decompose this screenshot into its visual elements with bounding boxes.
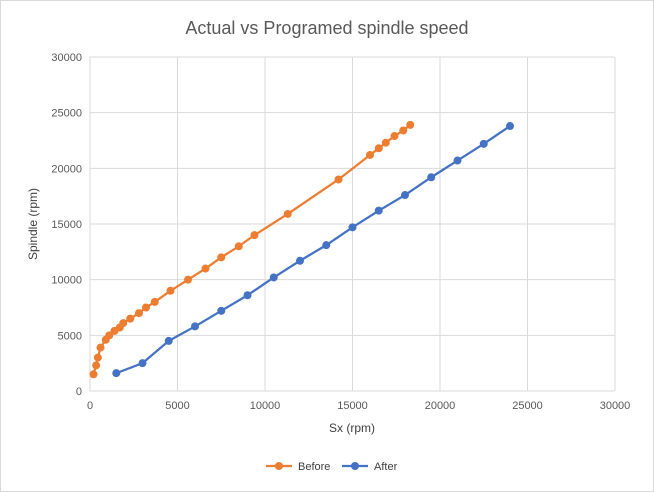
y-tick-label: 30000 — [51, 52, 82, 64]
y-tick-label: 5000 — [58, 330, 82, 342]
data-point-after — [374, 206, 383, 215]
data-point-after — [296, 256, 304, 265]
data-point-after — [453, 156, 462, 165]
data-point-before — [374, 144, 383, 153]
data-point-before — [96, 343, 105, 352]
data-point-after — [217, 306, 226, 315]
data-point-before — [135, 309, 143, 318]
data-point-before — [406, 120, 415, 129]
data-point-before — [390, 132, 399, 141]
data-point-before — [334, 175, 343, 184]
x-tick-label: 15000 — [337, 400, 368, 412]
y-tick-label: 20000 — [51, 163, 82, 175]
x-tick-label: 30000 — [600, 400, 631, 412]
data-point-after — [348, 223, 357, 232]
data-point-before — [381, 138, 390, 147]
x-tick-label: 0 — [87, 400, 93, 412]
data-point-before — [184, 275, 192, 284]
data-point-before — [93, 353, 102, 362]
data-point-after — [427, 173, 436, 182]
x-tick-label: 10000 — [250, 400, 281, 412]
x-tick-label: 20000 — [425, 400, 456, 412]
data-point-before — [142, 303, 150, 312]
legend-label-after: After — [374, 461, 398, 473]
x-axis: 0 5000 10000 15000 20000 25000 30000 — [87, 400, 630, 412]
data-point-after — [322, 241, 331, 250]
data-point-after — [191, 322, 199, 331]
data-point-after — [164, 336, 173, 345]
data-point-before — [119, 319, 128, 328]
y-axis: 0 5000 10000 15000 20000 25000 30000 — [51, 52, 82, 398]
series-line-after — [115, 125, 511, 375]
x-tick-label: 5000 — [165, 400, 189, 412]
data-point-after — [479, 139, 488, 148]
data-point-after — [112, 369, 121, 378]
y-tick-label: 15000 — [51, 219, 82, 231]
data-point-after — [138, 359, 147, 368]
data-point-before — [201, 264, 210, 273]
data-point-before — [366, 150, 374, 159]
data-point-before — [166, 286, 175, 295]
chart-title: Actual vs Programed spindle speed — [185, 18, 468, 38]
y-axis-title: Spindle (rpm) — [26, 188, 40, 260]
data-point-after — [401, 191, 409, 200]
plot-series — [89, 120, 514, 379]
legend-marker-after — [351, 462, 359, 470]
data-point-after — [506, 122, 514, 131]
data-point-before — [89, 370, 98, 379]
data-point-before — [399, 126, 408, 135]
legend: Before After — [266, 461, 398, 473]
data-point-before — [105, 331, 114, 340]
y-tick-label: 10000 — [51, 275, 82, 287]
x-axis-title: Sx (rpm) — [329, 421, 375, 435]
data-point-before — [234, 242, 243, 251]
data-point-before — [92, 361, 101, 370]
x-tick-label: 25000 — [512, 400, 543, 412]
legend-item-after: After — [342, 461, 398, 473]
y-tick-label: 0 — [76, 386, 82, 398]
data-point-before — [150, 297, 159, 306]
series-line-before — [92, 124, 411, 375]
legend-label-before: Before — [298, 461, 330, 473]
legend-item-before: Before — [266, 461, 330, 473]
y-tick-label: 25000 — [51, 108, 82, 120]
data-point-before — [217, 253, 226, 262]
series-after — [112, 122, 514, 378]
data-point-before — [126, 314, 135, 323]
data-point-before — [250, 231, 259, 240]
series-before — [89, 120, 415, 379]
data-point-after — [269, 273, 278, 282]
data-point-after — [243, 291, 252, 300]
data-point-before — [283, 209, 292, 218]
legend-marker-before — [275, 462, 283, 470]
